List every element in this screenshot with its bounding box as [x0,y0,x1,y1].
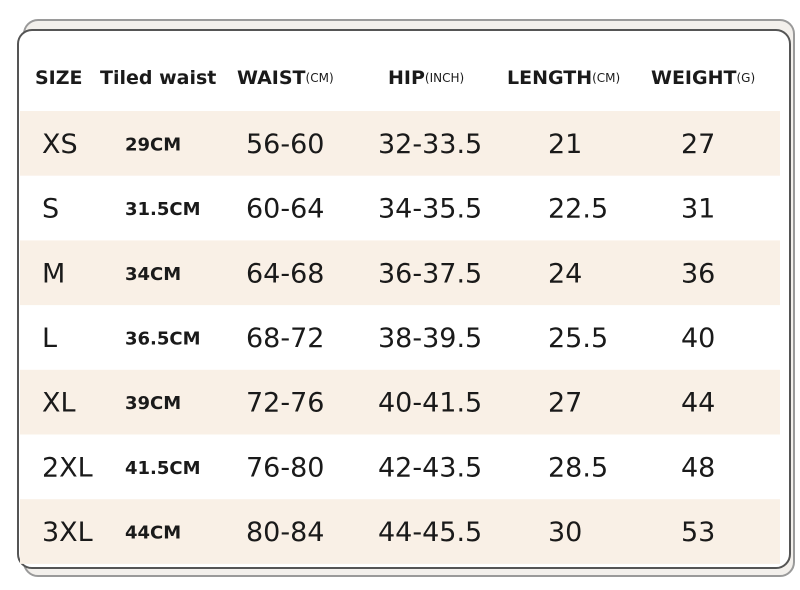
header-unit: (INCH) [425,71,464,85]
table-cell: 29CM [125,134,181,155]
table-cell: 32-33.5 [378,129,482,160]
header-text: Tiled waist [100,67,216,89]
table-cell: 31.5CM [125,199,201,220]
table-cell: 34CM [125,264,181,285]
header-text: WEIGHT [651,67,737,89]
header-text: SIZE [35,67,83,89]
row-backgrounds [20,111,780,564]
table-cell: 76-80 [246,452,324,483]
header-label: WEIGHT(G) [651,67,755,89]
table-cell: 39CM [125,393,181,414]
table-cell: 30 [548,517,582,548]
header-label: HIP(INCH) [388,67,464,89]
header-unit: (G) [736,71,755,85]
table-cell: 21 [548,129,582,160]
table-cell: XS [42,129,78,160]
table-cell: 34-35.5 [378,194,482,225]
table-cell: 31 [681,194,715,225]
table-cell: 48 [681,452,715,483]
table: SIZE Tiled waist WAIST(CM) HIP(INCH) LENGTH(… [35,67,755,549]
table-cell: 24 [548,258,582,289]
header-cell: Tiled waist [100,67,216,89]
table-cell: 80-84 [246,517,324,548]
row-band [20,240,780,306]
table-cell: L [42,323,57,354]
header-label: LENGTH(CM) [507,67,620,89]
header-text: HIP [388,67,425,89]
header-unit: (CM) [592,71,620,85]
row-band [20,111,780,176]
header-label: Tiled waist [100,67,216,89]
table-cell: 3XL [42,517,93,548]
header-label: WAIST(CM) [237,67,334,89]
table-cell: 27 [548,388,582,419]
table-cell: 40 [681,323,715,354]
table-cell: 36-37.5 [378,258,482,289]
header-text: WAIST [237,67,306,89]
table-cell: 60-64 [246,194,324,225]
header-label: SIZE [35,67,83,89]
row-band [20,369,780,435]
table-cell: 2XL [42,452,93,483]
table-cell: 42-43.5 [378,452,482,483]
table-cell: 36 [681,258,715,289]
header-cell: LENGTH(CM) [507,67,620,89]
header-cell: WAIST(CM) [237,67,334,89]
table-cell: S [42,194,59,225]
table-cell: 64-68 [246,258,324,289]
header-cell: WEIGHT(G) [651,67,755,89]
table-cell: 38-39.5 [378,323,482,354]
table-cell: 25.5 [548,323,608,354]
table-cell: 44 [681,388,715,419]
table-cell: 72-76 [246,388,324,419]
table-cell: 40-41.5 [378,388,482,419]
header-unit: (CM) [306,71,334,85]
table-cell: 44CM [125,523,181,544]
header-cell: SIZE [35,67,83,89]
table-cell: 41.5CM [125,458,201,479]
header-text: LENGTH [507,67,592,89]
table-cell: 27 [681,129,715,160]
table-cell: 28.5 [548,452,608,483]
table-cell: 53 [681,517,715,548]
table-cell: 56-60 [246,129,324,160]
table-cell: XL [42,388,76,419]
table-cell: 22.5 [548,194,608,225]
header-cell: HIP(INCH) [388,67,464,89]
row-band [20,499,780,564]
table-cell: 44-45.5 [378,517,482,548]
table-cell: 36.5CM [125,328,201,349]
table-cell: M [42,258,65,289]
table-cell: 68-72 [246,323,324,354]
